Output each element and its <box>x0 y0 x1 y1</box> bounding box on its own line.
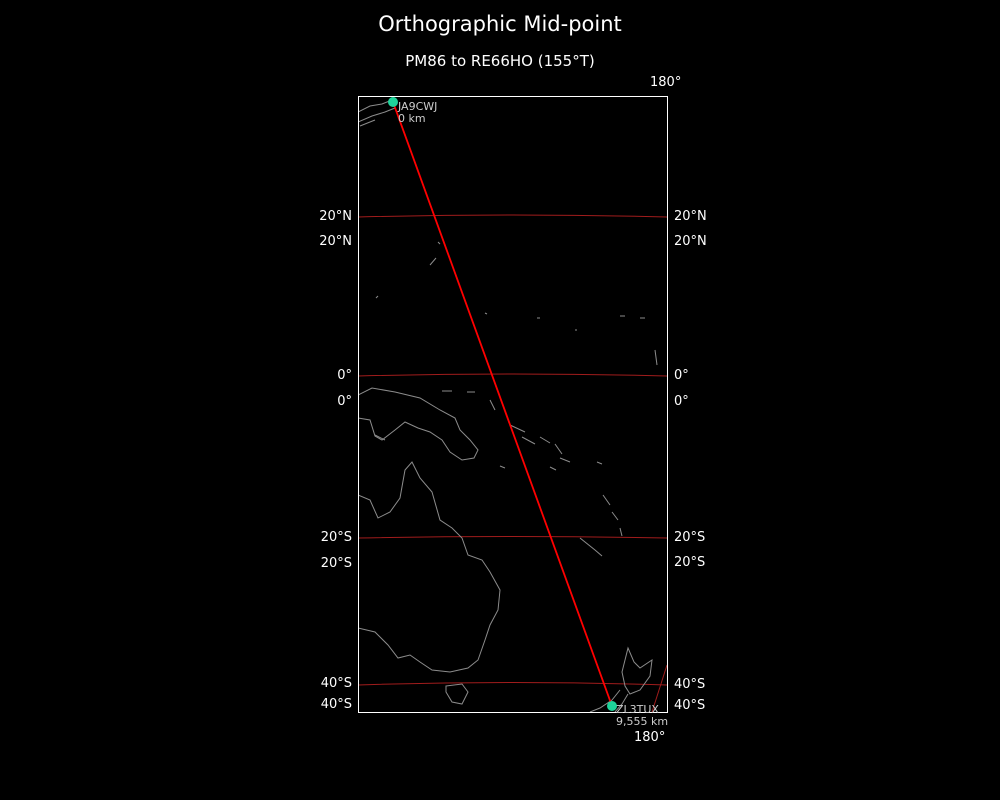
station-start-distance: 0 km <box>398 112 426 125</box>
lat-label-right-eq-b: 0° <box>674 394 689 409</box>
lat-label-right-20n-a: 20°N <box>674 209 707 224</box>
coast-islands <box>374 241 658 471</box>
map-frame <box>358 96 668 713</box>
station-marker-end[interactable] <box>607 701 617 711</box>
parallel-20n <box>358 214 667 218</box>
lat-label-right-40s-a: 40°S <box>674 677 706 692</box>
lat-label-left-20s-b: 20°S <box>320 556 352 571</box>
station-end-call: ZL3TUX <box>616 703 659 716</box>
coast-japan <box>358 99 396 127</box>
coast-new-guinea <box>358 387 479 461</box>
station-end-distance: 9,555 km <box>616 715 669 728</box>
lat-label-left-20n-a: 20°N <box>319 209 352 224</box>
coast-tasmania <box>445 683 469 705</box>
lat-label-left-40s-b: 40°S <box>320 697 352 712</box>
lat-label-right-20n-b: 20°N <box>674 234 707 249</box>
lat-label-right-20s-a: 20°S <box>674 530 706 545</box>
station-marker-start[interactable] <box>388 97 398 107</box>
lat-label-right-20s-b: 20°S <box>674 555 706 570</box>
parallel-20s <box>358 536 667 539</box>
parallel-40s <box>358 682 667 686</box>
coast-new-caledonia <box>579 537 603 557</box>
lat-label-right-eq-a: 0° <box>674 368 689 383</box>
lat-label-left-eq-b: 0° <box>337 394 352 409</box>
coast-australia <box>358 461 501 673</box>
lat-label-left-20n-b: 20°N <box>319 234 352 249</box>
meridian-180 <box>651 664 667 712</box>
meridian-label-bottom: 180° <box>634 730 666 745</box>
chart-subtitle: PM86 to RE66HO (155°T) <box>405 52 595 70</box>
graticule <box>358 214 667 712</box>
map-content <box>358 99 667 712</box>
lat-label-right-40s-b: 40°S <box>674 698 706 713</box>
lat-label-left-eq-a: 0° <box>337 368 352 383</box>
coastlines <box>358 99 658 712</box>
lat-label-left-40s-a: 40°S <box>320 676 352 691</box>
great-circle-path <box>392 101 613 707</box>
coast-south-island-nz <box>589 689 629 712</box>
station-start-call: JA9CWJ <box>398 100 438 113</box>
coast-north-island-nz <box>621 646 653 695</box>
chart-title: Orthographic Mid-point <box>378 12 622 36</box>
parallel-equator <box>358 373 667 377</box>
coast-solomon-islands <box>509 424 571 463</box>
station-end-label: ZL3TUX 9,555 km <box>616 704 668 728</box>
meridian-label-top: 180° <box>650 75 682 90</box>
lat-label-left-20s-a: 20°S <box>320 530 352 545</box>
coast-vanuatu <box>602 494 623 537</box>
station-start-label: JA9CWJ 0 km <box>398 101 437 125</box>
